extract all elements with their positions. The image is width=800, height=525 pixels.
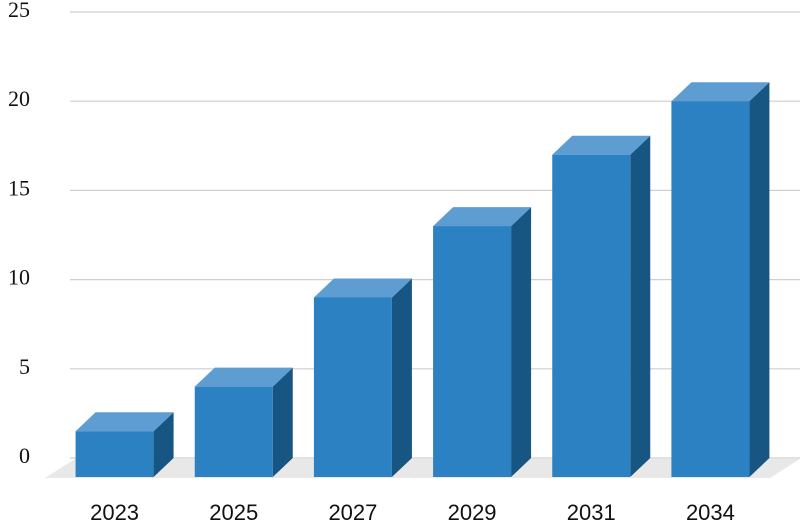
y-tick-label: 10	[8, 265, 30, 290]
bar-front	[75, 431, 154, 477]
bar-top	[552, 135, 651, 155]
bar-front	[433, 226, 512, 477]
x-tick-label: 2031	[567, 500, 616, 525]
bar-side	[749, 82, 770, 477]
bar-top	[313, 278, 412, 298]
x-tick-label: 2025	[209, 500, 258, 525]
bar	[552, 135, 651, 477]
bar-front	[552, 154, 631, 477]
bar-top	[671, 82, 770, 102]
x-tick-label: 2027	[328, 500, 377, 525]
y-tick-label: 20	[8, 86, 30, 111]
bar-side	[272, 367, 293, 477]
bar-top	[433, 207, 532, 227]
x-tick-label: 2029	[448, 500, 497, 525]
bar	[433, 207, 532, 477]
bar-side	[511, 207, 532, 477]
y-tick-label: 15	[8, 175, 30, 200]
y-tick-label: 0	[19, 443, 30, 468]
bar-side	[391, 278, 412, 477]
bar	[313, 278, 412, 477]
x-tick-label: 2034	[686, 500, 735, 525]
bar-top	[194, 367, 293, 387]
bar-side	[630, 135, 651, 477]
y-tick-label: 25	[8, 0, 30, 22]
bar-front	[671, 101, 750, 477]
bar	[75, 412, 174, 477]
bar-front	[194, 386, 273, 477]
bar-top	[75, 412, 174, 432]
x-tick-label: 2023	[90, 500, 139, 525]
bar	[671, 82, 770, 477]
bar	[194, 367, 293, 477]
bar-side	[153, 412, 174, 477]
y-tick-label: 5	[19, 354, 30, 379]
bar-front	[313, 297, 392, 477]
